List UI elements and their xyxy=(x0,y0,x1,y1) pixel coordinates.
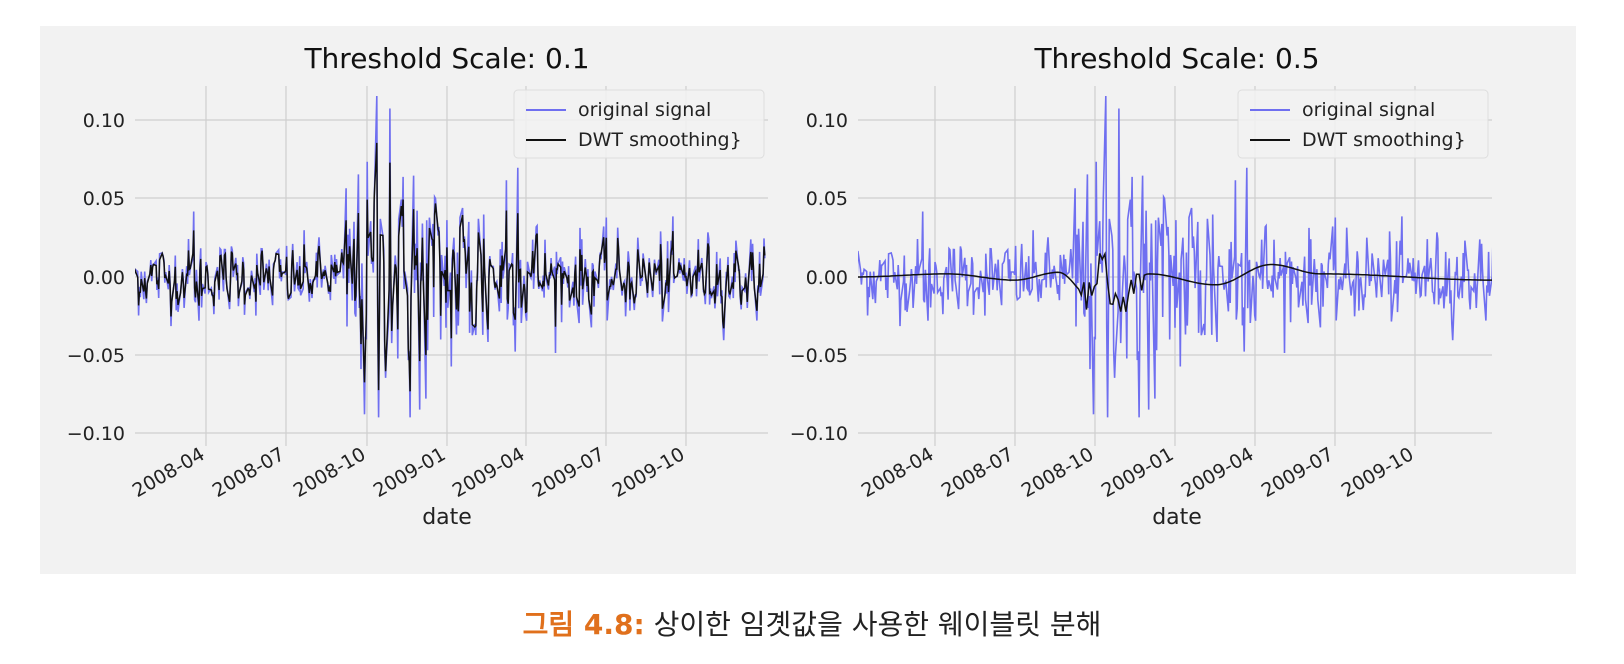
legend-label: original signal xyxy=(1302,99,1435,121)
x-tick-label: 2009-01 xyxy=(370,443,450,502)
x-tick-label: 2008-04 xyxy=(129,443,209,502)
chart-title: Threshold Scale: 0.1 xyxy=(303,42,589,75)
x-tick-label: 2008-07 xyxy=(209,443,289,502)
x-tick-label: 2009-01 xyxy=(1098,443,1178,502)
legend-label: original signal xyxy=(578,99,711,121)
y-tick-label: 0.05 xyxy=(806,188,848,210)
figure-svg: Threshold Scale: 0.1 0.10 0.05 0.00 −0.05 −0.… xyxy=(67,42,1492,530)
x-tick-label: 2009-07 xyxy=(529,443,609,502)
series-original-signal xyxy=(858,95,1492,418)
y-tick-label: −0.05 xyxy=(67,345,125,367)
x-tick-label: 2008-07 xyxy=(938,443,1018,502)
y-tick-label: 0.10 xyxy=(806,110,848,132)
series-dwt-smoothing xyxy=(858,251,1492,312)
legend-box xyxy=(513,89,765,159)
x-axis-label: date xyxy=(1152,505,1202,530)
series-dwt-smoothing xyxy=(135,142,766,392)
x-tick-label: 2008-10 xyxy=(1018,443,1098,502)
legend-box xyxy=(1237,89,1489,159)
figure-panel: Threshold Scale: 0.1 0.10 0.05 0.00 −0.05 −0.… xyxy=(40,26,1576,574)
x-tick-label: 2009-10 xyxy=(609,443,689,502)
legend-label: DWT smoothing} xyxy=(1302,129,1466,151)
x-tick-label: 2008-04 xyxy=(858,443,938,502)
y-tick-label: 0.00 xyxy=(83,267,125,289)
caption-text: 상이한 임곗값을 사용한 웨이블릿 분해 xyxy=(653,608,1102,641)
x-tick-label: 2009-07 xyxy=(1258,443,1338,502)
y-tick-label: −0.10 xyxy=(790,423,848,445)
x-tick-label: 2009-04 xyxy=(1178,443,1258,502)
figure-caption: 그림 4.8: 상이한 임곗값을 사용한 웨이블릿 분해 xyxy=(0,603,1624,643)
legend-label: DWT smoothing} xyxy=(578,129,742,151)
y-tick-label: −0.10 xyxy=(67,423,125,445)
x-tick-label: 2009-04 xyxy=(449,443,529,502)
y-tick-label: −0.05 xyxy=(790,345,848,367)
x-tick-label: 2008-10 xyxy=(290,443,370,502)
x-tick-label: 2009-10 xyxy=(1338,443,1418,502)
y-tick-label: 0.00 xyxy=(806,267,848,289)
x-axis-label: date xyxy=(422,505,472,530)
chart-panel-1: Threshold Scale: 0.1 0.10 0.05 0.00 −0.05 −0.… xyxy=(67,42,768,530)
chart-panel-2: Threshold Scale: 0.5 0.10 0.05 0.00 −0.05 −0.… xyxy=(790,42,1492,530)
chart-title: Threshold Scale: 0.5 xyxy=(1033,42,1319,75)
y-tick-label: 0.10 xyxy=(83,110,125,132)
y-tick-label: 0.05 xyxy=(83,188,125,210)
caption-label: 그림 4.8: xyxy=(522,608,645,641)
